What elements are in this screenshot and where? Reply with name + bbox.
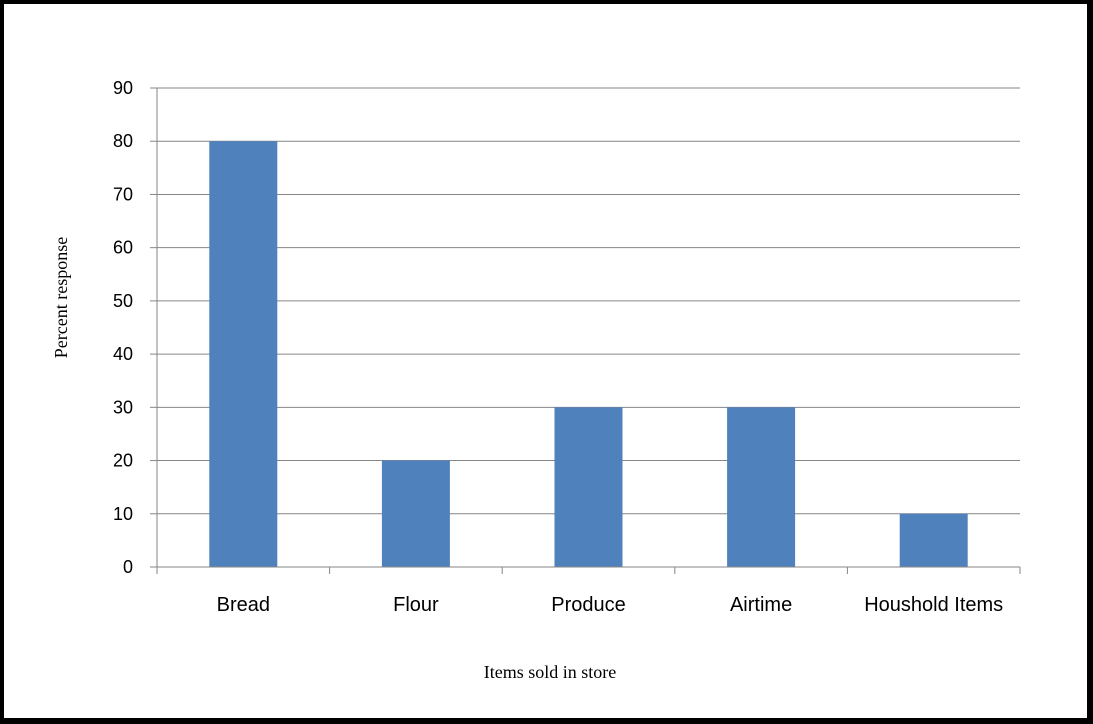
bar-houshold-items: [899, 513, 968, 567]
bar-produce: [554, 407, 623, 567]
x-category-label: Bread: [217, 594, 270, 616]
y-tick-label-40: 40: [113, 344, 133, 364]
x-axis-title: Items sold in store: [484, 662, 617, 682]
y-tick-label-60: 60: [113, 238, 133, 258]
x-category-label: Airtime: [730, 594, 792, 616]
x-category-label: Houshold Items: [864, 594, 1003, 616]
bar-chart: 0 10 20 30 40 50 60 70 80 90 Bread Flour Produce Airt…: [51, 78, 1021, 682]
gridlines: [157, 87, 1020, 515]
bar-flour: [381, 460, 450, 567]
bar-airtime: [727, 407, 796, 567]
y-axis-title: Percent response: [51, 237, 71, 358]
axes: [150, 87, 1021, 574]
y-tick-label-90: 90: [113, 78, 133, 98]
tick-labels: 0 10 20 30 40 50 60 70 80 90 Bread Flour Produce Airt…: [113, 78, 1003, 616]
y-tick-label-10: 10: [113, 504, 133, 524]
y-tick-label-0: 0: [123, 557, 133, 577]
x-category-label: Flour: [393, 594, 439, 616]
bars: [209, 141, 968, 567]
y-tick-label-70: 70: [113, 184, 133, 204]
y-tick-label-50: 50: [113, 291, 133, 311]
y-tick-label-80: 80: [113, 131, 133, 151]
y-tick-label-30: 30: [113, 397, 133, 417]
bar-bread: [209, 141, 278, 567]
y-tick-label-20: 20: [113, 451, 133, 471]
x-category-label: Produce: [551, 594, 626, 616]
